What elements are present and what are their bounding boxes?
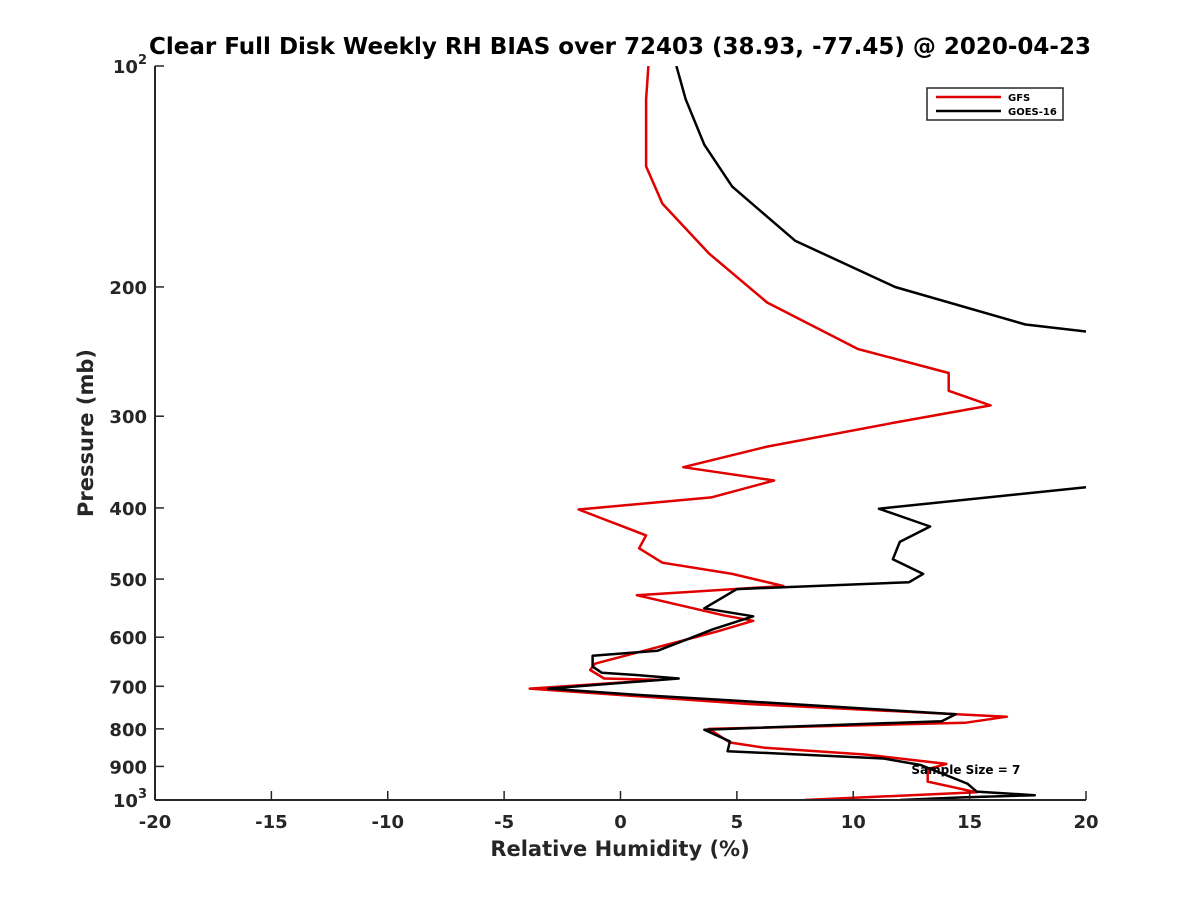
x-tick-label: 0 (614, 812, 627, 833)
y-tick-label: 102 (113, 53, 147, 78)
y-tick-label: 900 (109, 757, 147, 778)
x-axis-label: Relative Humidity (%) (490, 837, 749, 861)
y-tick-label-exponent: 3 (138, 787, 147, 802)
x-tick-label: 10 (841, 812, 866, 833)
x-tick-label: -15 (255, 812, 288, 833)
legend: GFS GOES-16 (926, 87, 1064, 121)
y-tick-label-base: 10 (113, 57, 138, 78)
x-tick-label: 5 (731, 812, 744, 833)
x-ticks: -20 -15 -10 -5 0 5 10 15 20 (139, 791, 1099, 833)
series-layer (528, 66, 1086, 800)
x-tick-label: 15 (957, 812, 982, 833)
series-line-goes16 (547, 66, 1086, 800)
y-tick-label: 103 (113, 787, 147, 812)
x-tick-label: 20 (1073, 812, 1098, 833)
plot-area (155, 66, 1086, 800)
y-tick-label: 300 (109, 407, 147, 428)
legend-label-gfs: GFS (1008, 93, 1030, 104)
chart-title: Clear Full Disk Weekly RH BIAS over 7240… (149, 34, 1091, 60)
legend-box (926, 87, 1064, 121)
x-tick-label: -5 (494, 812, 514, 833)
y-tick-label: 400 (109, 499, 147, 520)
y-tick-label: 200 (109, 278, 147, 299)
y-tick-label-base: 10 (113, 791, 138, 812)
x-tick-label: -10 (371, 812, 404, 833)
y-tick-label-exponent: 2 (138, 53, 147, 68)
y-tick-label: 700 (109, 677, 147, 698)
legend-label-goes16: GOES-16 (1008, 107, 1057, 118)
x-tick-label: -20 (139, 812, 172, 833)
y-tick-label: 600 (109, 628, 147, 649)
plot-background (155, 66, 1086, 800)
y-tick-label: 500 (109, 570, 147, 591)
y-tick-label: 800 (109, 720, 147, 741)
sample-size-annotation: Sample Size = 7 (911, 763, 1020, 777)
y-axis-label: Pressure (mb) (74, 349, 98, 517)
